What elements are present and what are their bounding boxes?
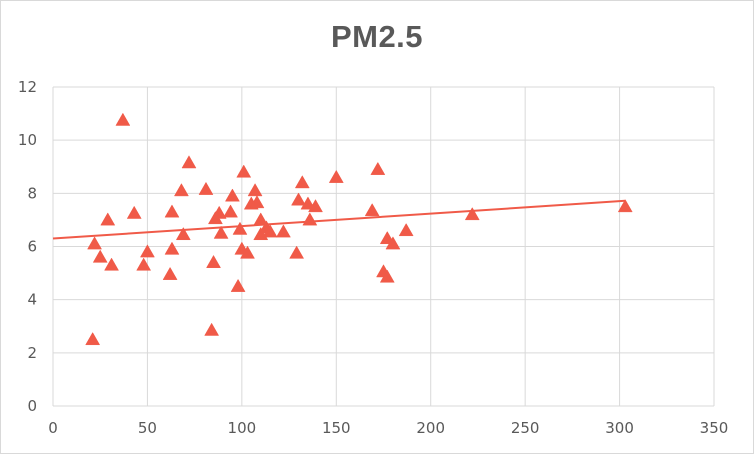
- data-point-triangle: [240, 245, 255, 259]
- x-tick-label: 150: [322, 419, 351, 437]
- data-point-triangle: [204, 322, 220, 336]
- data-point-triangle: [328, 169, 344, 183]
- data-point-triangle: [300, 196, 316, 210]
- data-point-triangle: [247, 183, 263, 197]
- data-point-triangle: [262, 224, 278, 238]
- data-point-triangle: [87, 236, 102, 250]
- data-point-triangle: [206, 254, 221, 268]
- data-point-triangle: [104, 257, 119, 271]
- data-point-triangle: [139, 244, 155, 258]
- data-point-triangle: [308, 199, 323, 213]
- data-point-triangle: [126, 205, 142, 219]
- data-point-triangle: [249, 195, 265, 209]
- data-point-triangle: [181, 155, 197, 169]
- data-point-triangle: [173, 183, 189, 197]
- data-point-triangle: [302, 212, 318, 226]
- data-point-triangle: [291, 192, 306, 206]
- y-tick-label: 0: [27, 397, 37, 415]
- data-point-triangle: [232, 221, 248, 235]
- data-point-triangle: [464, 207, 480, 221]
- y-tick-label: 10: [18, 131, 37, 149]
- x-tick-label: 300: [605, 419, 634, 437]
- data-point-triangle: [617, 199, 633, 213]
- data-point-triangle: [253, 212, 269, 226]
- data-point-triangle: [223, 204, 238, 218]
- data-point-triangle: [379, 269, 395, 283]
- data-point-triangle: [385, 236, 401, 250]
- data-point-triangle: [224, 188, 240, 202]
- y-tick-label: 4: [27, 291, 37, 309]
- x-tick-label: 100: [228, 419, 257, 437]
- y-tick-label: 12: [18, 78, 37, 96]
- x-tick-label: 250: [511, 419, 540, 437]
- data-point-triangle: [162, 266, 178, 280]
- x-tick-label: 200: [416, 419, 445, 437]
- data-point-triangle: [92, 249, 108, 263]
- data-point-triangle: [175, 227, 191, 241]
- data-point-triangle: [398, 223, 414, 237]
- data-point-triangle: [230, 278, 246, 292]
- data-point-triangle: [294, 175, 310, 189]
- data-point-triangle: [100, 212, 116, 226]
- data-point-triangle: [364, 203, 380, 217]
- data-point-triangle: [136, 257, 152, 271]
- trendline: [52, 199, 626, 240]
- y-tick-label: 2: [27, 344, 37, 362]
- data-point-triangle: [198, 181, 214, 195]
- data-point-triangle: [370, 161, 386, 175]
- data-point-triangle: [213, 225, 229, 239]
- data-point-triangle: [164, 241, 180, 255]
- data-point-triangle: [289, 245, 305, 259]
- data-point-triangle: [275, 224, 291, 238]
- data-point-triangle: [211, 205, 227, 219]
- chart-title: PM2.5: [330, 19, 424, 54]
- data-point-triangle: [236, 164, 252, 178]
- data-point-triangle: [85, 332, 101, 346]
- data-point-triangle: [115, 112, 131, 126]
- data-point-triangle: [164, 204, 180, 218]
- x-tick-label: 350: [700, 419, 729, 437]
- y-tick-label: 8: [27, 184, 37, 202]
- x-tick-label: 50: [138, 419, 157, 437]
- x-tick-label: 0: [48, 419, 58, 437]
- y-tick-label: 6: [27, 238, 37, 256]
